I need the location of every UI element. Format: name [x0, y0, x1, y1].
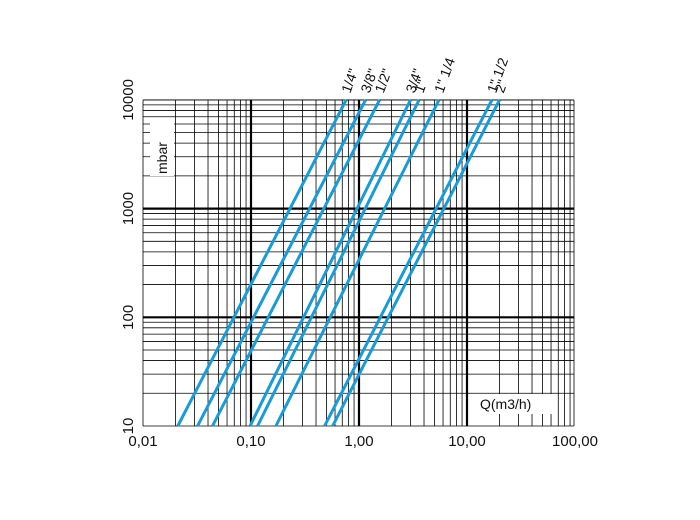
series-line [196, 99, 367, 427]
series-line [248, 99, 412, 427]
series-line [331, 99, 501, 427]
series-label: 3/4" [402, 66, 425, 94]
x-tick-label: 100,00 [552, 433, 598, 450]
y-tick-label: 10 [120, 418, 137, 435]
x-tick-label: 10,00 [448, 433, 486, 450]
chart-tick-labels: 0,01 0,10 1,00 10,00 100,00 10 100 1000 10000 [120, 79, 598, 450]
y-tick-label: 10000 [120, 79, 137, 121]
series-line [176, 99, 348, 427]
x-axis-label-background [474, 394, 552, 414]
x-tick-label: 0,10 [236, 433, 265, 450]
series-line [274, 99, 441, 427]
chart-series-labels: 1/4"3/8"1/2" 3/4"1" 1" 1/4 1" 1/22" [338, 55, 511, 95]
y-axis-label-background [150, 118, 174, 176]
series-label: 1/2" [371, 66, 394, 94]
series-label: 3/8" [357, 66, 380, 94]
chart-grid [142, 99, 575, 427]
x-tick-label: 1,00 [344, 433, 373, 450]
y-tick-label: 100 [120, 305, 137, 330]
y-tick-label: 1000 [120, 192, 137, 225]
series-line [211, 99, 381, 427]
series-label: 1/4" [338, 66, 361, 94]
series-label: 2" [491, 77, 510, 94]
series-line [256, 99, 421, 427]
series-label: 1" 1/4 [431, 55, 458, 95]
y-axis-label: mbar [154, 142, 170, 174]
series-label: 1" [411, 77, 430, 94]
series-line [323, 99, 494, 427]
x-tick-label: 0,01 [128, 433, 157, 450]
chart-series [176, 99, 501, 427]
x-axis-label: Q(m3/h) [480, 396, 531, 412]
